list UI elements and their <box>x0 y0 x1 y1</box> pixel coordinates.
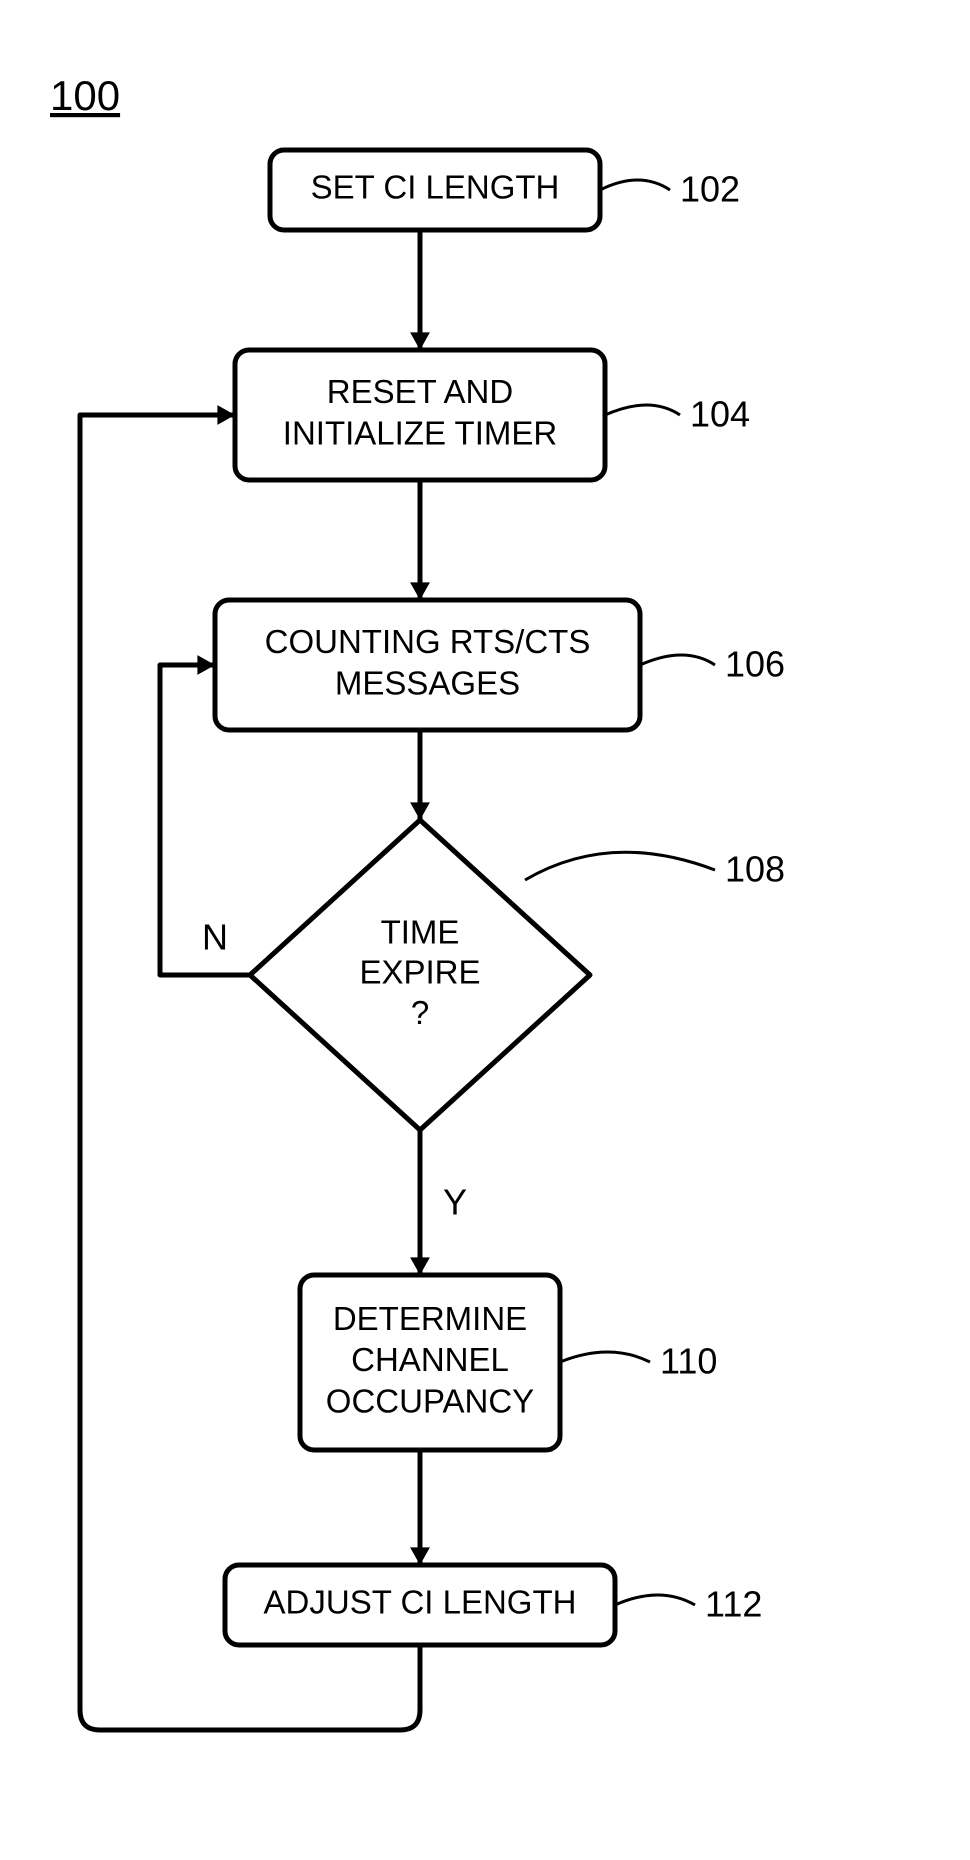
node-label: ADJUST CI LENGTH <box>264 1584 577 1621</box>
node-label: EXPIRE <box>359 954 480 991</box>
node-label: OCCUPANCY <box>326 1382 534 1419</box>
node-label: DETERMINE <box>333 1300 527 1337</box>
edge-label: Y <box>443 1182 467 1223</box>
reference-number: 102 <box>680 169 740 210</box>
node-label: CHANNEL <box>351 1341 509 1378</box>
reference-leader <box>605 405 680 415</box>
flowchart-diagram: 100 Y N SET CI LENGTH 102 RESET AND INITIALIZE… <box>0 0 970 1860</box>
flow-node-n104: RESET AND INITIALIZE TIMER 104 <box>235 350 750 480</box>
flow-node-n106: COUNTING RTS/CTS MESSAGES 106 <box>215 600 785 730</box>
reference-leader <box>525 852 715 880</box>
flow-edge <box>80 415 420 1730</box>
reference-number: 110 <box>660 1341 717 1382</box>
reference-leader <box>560 1352 650 1362</box>
flow-node-n102: SET CI LENGTH 102 <box>270 150 740 230</box>
node-label: SET CI LENGTH <box>311 169 560 206</box>
flow-node-n112: ADJUST CI LENGTH 112 <box>225 1565 762 1645</box>
node-label: ? <box>411 994 429 1031</box>
node-label: TIME <box>381 913 460 950</box>
reference-number: 104 <box>690 394 750 435</box>
edge-label: N <box>202 917 228 958</box>
reference-leader <box>640 655 715 665</box>
reference-number: 106 <box>725 644 785 685</box>
node-label: INITIALIZE TIMER <box>283 414 557 451</box>
node-label: COUNTING RTS/CTS <box>265 623 591 660</box>
node-label: MESSAGES <box>335 664 520 701</box>
reference-number: 108 <box>725 849 785 890</box>
flow-node-n108: TIME EXPIRE? 108 <box>250 820 785 1130</box>
diagram-title: 100 <box>50 72 120 119</box>
node-label: RESET AND <box>327 373 513 410</box>
reference-leader <box>600 180 670 190</box>
reference-leader <box>615 1595 695 1605</box>
flow-node-n110: DETERMINE CHANNEL OCCUPANCY 110 <box>300 1275 717 1450</box>
reference-number: 112 <box>705 1584 762 1625</box>
